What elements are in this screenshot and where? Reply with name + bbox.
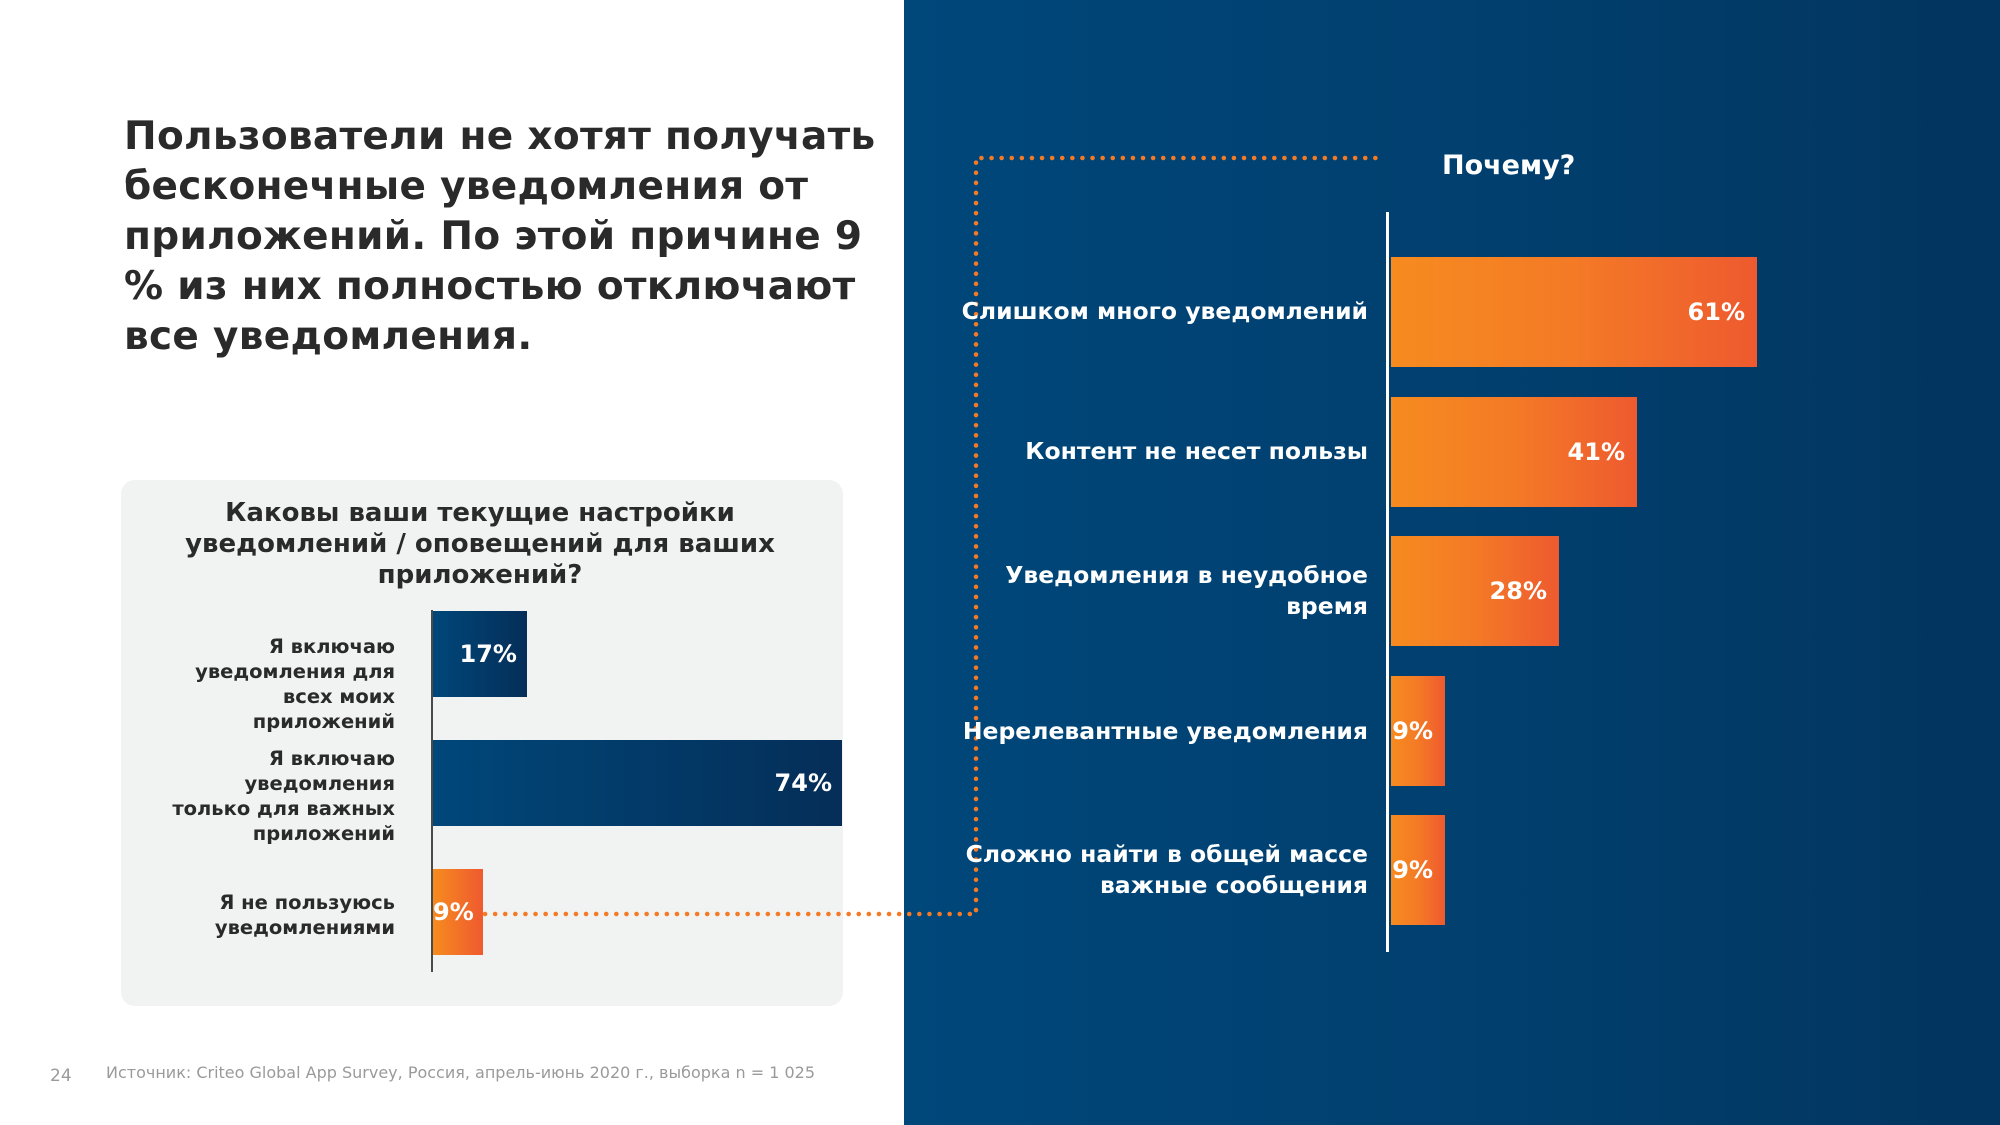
- right-value-label-irrelevant: 9%: [1392, 717, 1433, 745]
- right-value-label-bad-time: 28%: [1489, 577, 1547, 605]
- headline: Пользователи не хотят получать бесконечн…: [124, 114, 876, 359]
- left-value-label-important: 74%: [774, 769, 832, 797]
- left-category-label-none: Я не пользуюсь уведомлениями: [214, 891, 395, 939]
- right-category-label-irrelevant: Нерелевантные уведомления: [962, 717, 1368, 745]
- right-bar-bad-time: [1391, 536, 1559, 646]
- left-category-label-important: Я включаю уведомления только для важных …: [172, 747, 395, 845]
- right-category-label-bad-time: Уведомления в неудобное время: [1005, 561, 1368, 620]
- right-value-label-no-value: 41%: [1567, 438, 1625, 466]
- right-value-label-too-many: 61%: [1687, 298, 1745, 326]
- right-bar-irrelevant: [1391, 676, 1445, 786]
- right-category-label-too-many: Слишком много уведомлений: [961, 297, 1368, 325]
- right-chart-title: Почему?: [1442, 150, 1576, 181]
- right-bar-no-value: [1391, 397, 1637, 507]
- right-value-label-hard-to-find: 9%: [1392, 856, 1433, 884]
- left-chart-title: Каковы ваши текущие настройки уведомлени…: [185, 498, 775, 590]
- right-category-label-no-value: Контент не несет пользы: [1025, 437, 1368, 465]
- left-value-label-none: 9%: [433, 898, 474, 926]
- left-bar-no-notifications: [433, 869, 483, 955]
- right-bar-too-many: [1391, 257, 1757, 367]
- left-chart-axis: [431, 610, 433, 972]
- right-chart-axis: [1386, 212, 1389, 952]
- right-category-label-hard-to-find: Сложно найти в общей массе важные сообще…: [965, 840, 1368, 899]
- right-bar-hard-to-find: [1391, 815, 1445, 925]
- left-value-label-all: 17%: [459, 640, 517, 668]
- source-note: Источник: Criteo Global App Survey, Росс…: [106, 1063, 815, 1082]
- page-number: 24: [50, 1066, 72, 1086]
- left-category-label-all: Я включаю уведомления для всех моих прил…: [195, 635, 395, 733]
